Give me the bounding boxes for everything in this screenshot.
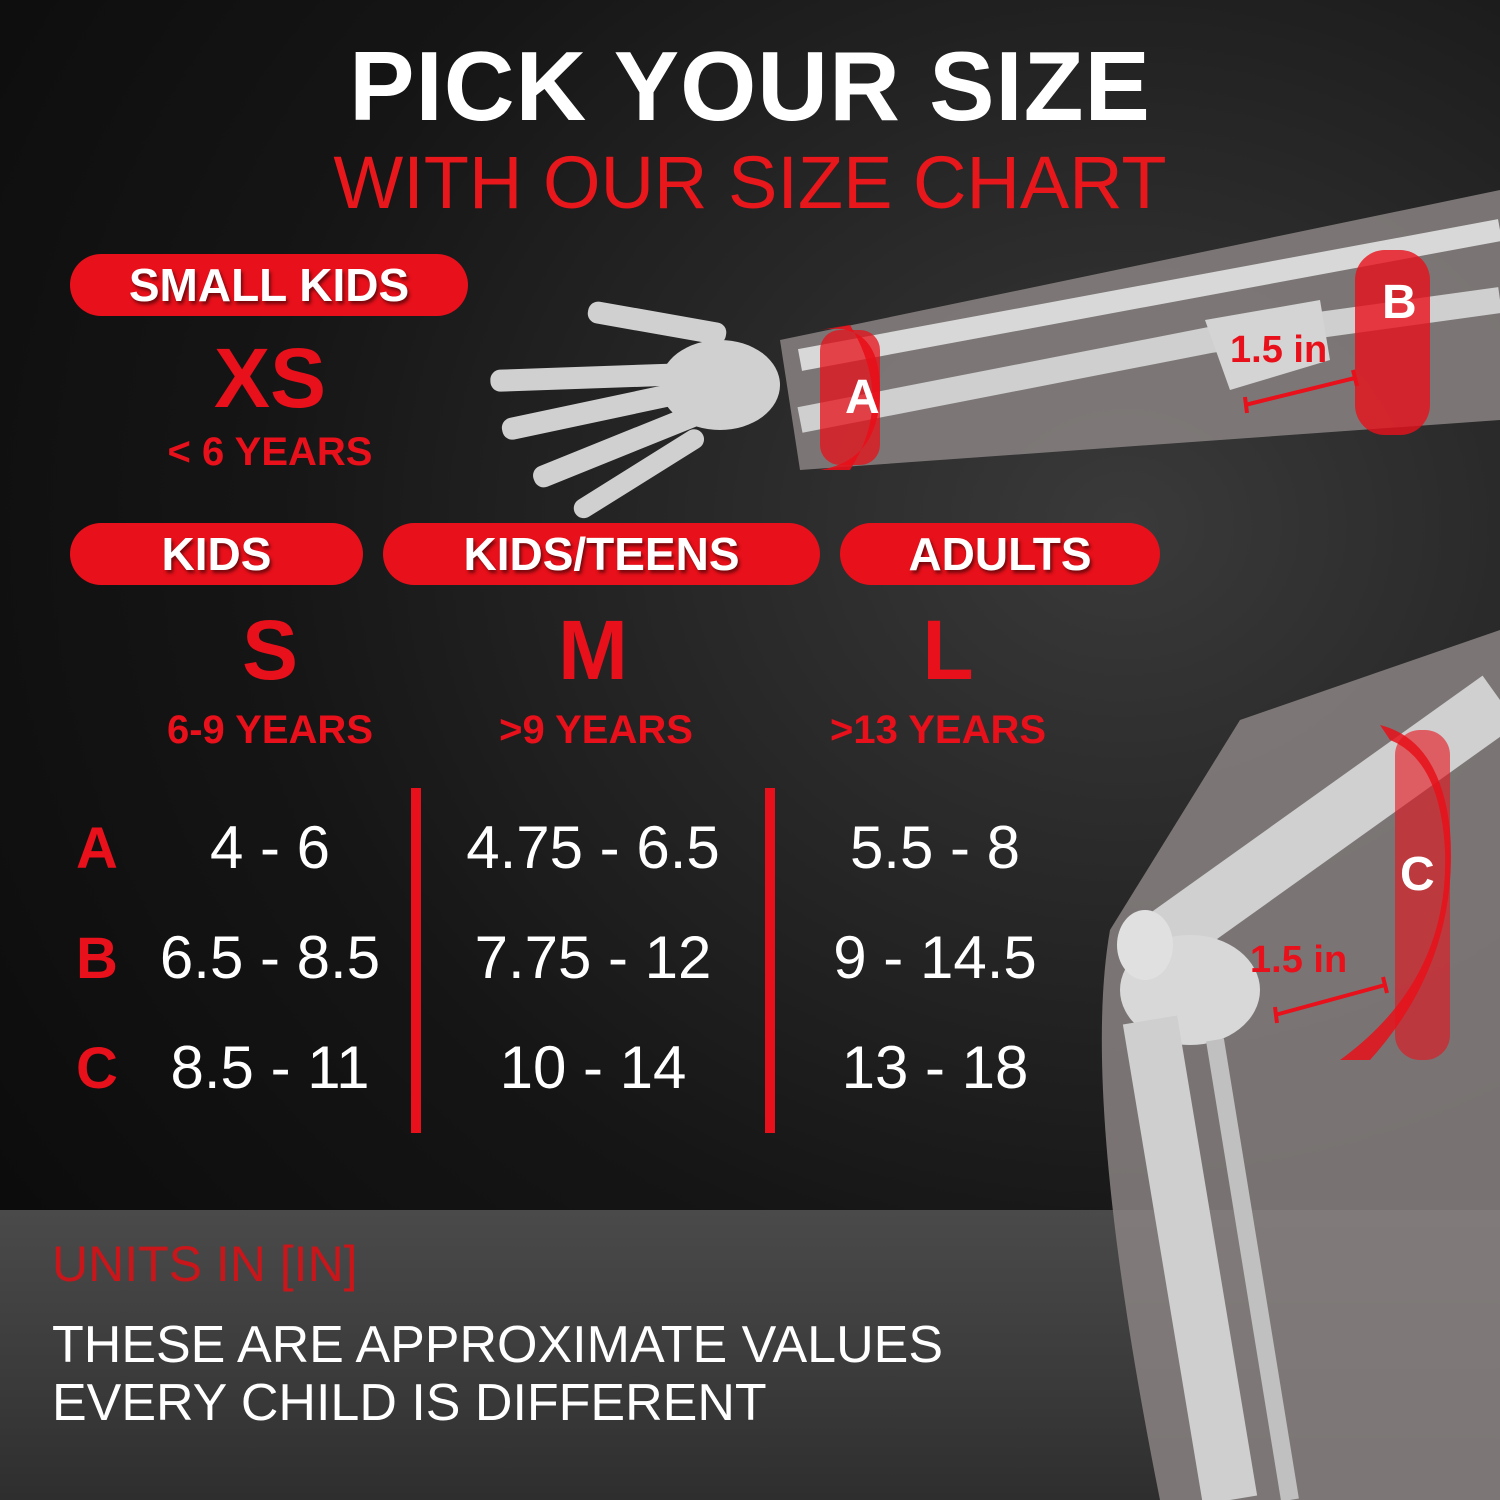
table-cell: 7.75 - 12 xyxy=(474,924,712,991)
table-cell: 9 - 14.5 xyxy=(833,924,1037,991)
arm-measure-label: 1.5 in xyxy=(1230,329,1327,371)
column-divider xyxy=(411,788,421,1133)
column-divider xyxy=(765,788,775,1133)
size-s: S xyxy=(241,603,299,697)
page-subtitle: WITH OUR SIZE CHART xyxy=(333,141,1167,224)
table-cell: 13 - 18 xyxy=(841,1034,1029,1101)
row-label-b: B xyxy=(76,926,118,991)
page-title: PICK YOUR SIZE xyxy=(349,31,1151,141)
hand-bones-icon xyxy=(490,301,780,519)
band-b-label: B xyxy=(1382,276,1417,329)
arm-xray: A B 1.5 in xyxy=(490,190,1500,519)
size-l: L xyxy=(922,603,974,697)
table-cell: 10 - 14 xyxy=(499,1034,687,1101)
knee-measure-label: 1.5 in xyxy=(1250,939,1347,981)
leg-xray: C 1.5 in xyxy=(1101,630,1500,1500)
knee-measure-line xyxy=(1273,976,1389,1024)
size-xs: XS xyxy=(213,331,327,425)
table-cell: 8.5 - 11 xyxy=(170,1034,370,1101)
group-pill-small-kids: SMALL KIDS xyxy=(70,254,468,316)
group-pill-kids-teens: KIDS/TEENS xyxy=(383,523,820,585)
band-c-label: C xyxy=(1400,848,1435,901)
table-cell: 5.5 - 8 xyxy=(849,814,1021,881)
band-a-label: A xyxy=(845,371,880,424)
table-cell: 6.5 - 8.5 xyxy=(159,924,381,991)
group-pill-adults: ADULTS xyxy=(840,523,1160,585)
table-cell: 4 - 6 xyxy=(209,814,331,881)
row-label-a: A xyxy=(76,816,118,881)
note-line-1: THESE ARE APPROXIMATE VALUES xyxy=(52,1316,944,1374)
size-m: M xyxy=(558,603,628,697)
group-pill-kids: KIDS xyxy=(70,523,363,585)
note-line-2: EVERY CHILD IS DIFFERENT xyxy=(52,1374,767,1432)
age-s: 6-9 YEARS xyxy=(166,708,373,752)
age-m: >9 YEARS xyxy=(499,708,693,752)
age-xs: < 6 YEARS xyxy=(167,430,373,474)
table-cell: 4.75 - 6.5 xyxy=(466,814,720,881)
row-label-c: C xyxy=(76,1036,118,1101)
age-l: >13 YEARS xyxy=(829,708,1047,752)
arm-measure-line xyxy=(1243,369,1359,414)
units-label: UNITS IN [IN] xyxy=(52,1236,358,1292)
